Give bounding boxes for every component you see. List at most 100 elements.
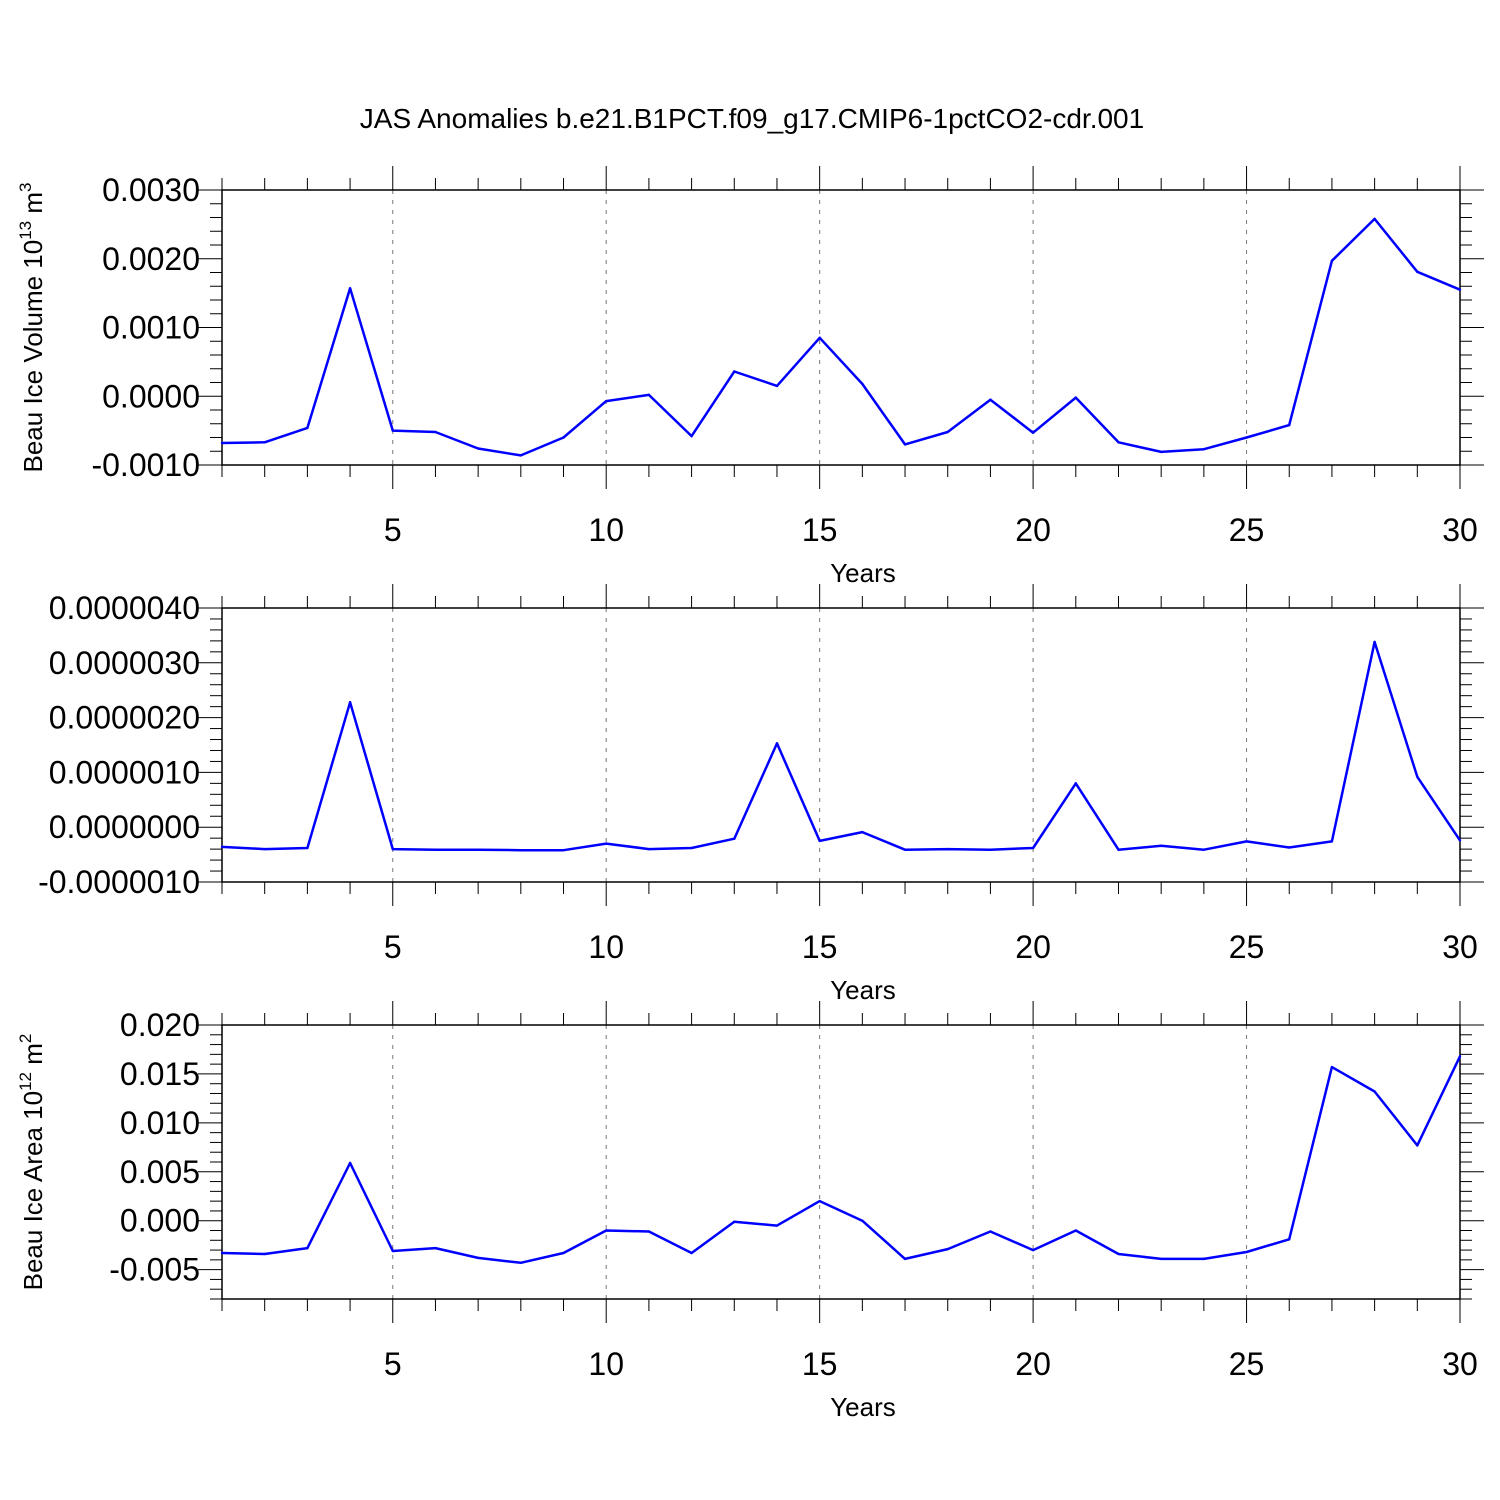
data-point [946, 847, 949, 851]
data-point [1288, 423, 1291, 427]
data-point [1202, 848, 1206, 851]
data-point [1159, 1257, 1163, 1261]
data-point [647, 1230, 651, 1233]
series-line [221, 640, 1462, 852]
data-point [434, 430, 437, 434]
data-point [903, 848, 907, 851]
data-point [348, 287, 352, 290]
data-point [1330, 259, 1334, 263]
data-point [1202, 447, 1206, 451]
data-point [818, 839, 821, 843]
data-point [1117, 1252, 1120, 1256]
y-tick-label: 0.0000040 [49, 590, 200, 626]
y-tick-label: 0.020 [120, 1007, 200, 1043]
data-point [1373, 1090, 1376, 1093]
data-point [605, 842, 608, 845]
data-point [605, 1229, 608, 1232]
y-tick-label: -0.0010 [91, 447, 200, 483]
data-point [818, 1199, 821, 1203]
y-tick-label: 0.015 [120, 1056, 200, 1092]
data-point [647, 393, 651, 397]
x-tick-label: 20 [1015, 512, 1051, 548]
data-point [647, 847, 651, 851]
chart-panel-3: 5 10 15 20 25 30 -0.005 0.000 0.005 0.010 0.015 0.0… [16, 1001, 1484, 1422]
data-point [434, 1246, 437, 1250]
x-tick-label: 30 [1442, 512, 1478, 548]
x-tick-label: 20 [1015, 1346, 1051, 1382]
data-point [1458, 288, 1462, 291]
data-point [562, 436, 565, 439]
data-point [733, 370, 736, 373]
y-tick-label: 0.0020 [102, 241, 200, 277]
data-point [733, 837, 736, 840]
y-tick-label: 0.000 [120, 1203, 200, 1239]
data-point [1330, 1065, 1334, 1069]
chart-panel-2: 5 10 15 20 25 30 -0.0000010 0.0000000 0.0000010 0… [38, 584, 1484, 1005]
y-tick-label: 0.0000000 [49, 809, 200, 845]
plot-frame [221, 189, 1461, 466]
data-point [605, 399, 608, 403]
data-point [1117, 441, 1120, 444]
data-point [989, 398, 992, 401]
y-axis-label: Beau Ice Volume 1013 m3 [16, 183, 48, 473]
plot-frame [221, 607, 1461, 883]
y-tick-label: 0.0010 [102, 310, 200, 346]
data-point [1416, 775, 1419, 778]
data-point [220, 441, 224, 445]
data-point [775, 1224, 779, 1227]
data-point [1074, 396, 1077, 399]
data-point [1288, 1238, 1291, 1241]
x-tick-label: 25 [1229, 512, 1265, 548]
data-point [1416, 270, 1419, 274]
data-point [220, 1251, 224, 1255]
y-tick-label: 0.005 [120, 1154, 200, 1190]
y-tick-label: 0.0000010 [49, 754, 200, 790]
data-point [989, 1230, 992, 1233]
data-point [861, 1219, 864, 1222]
x-axis-label: Years [830, 1392, 896, 1422]
data-point [1159, 844, 1163, 848]
data-point [1373, 640, 1376, 644]
data-point [1074, 782, 1077, 785]
data-point [519, 1261, 523, 1264]
chart-panel-1: 5 10 15 20 25 30 -0.0010 0.0000 0.0010 0.0020 0.00… [16, 166, 1484, 588]
data-point [861, 382, 864, 386]
data-point [1031, 846, 1035, 850]
data-point [348, 1161, 352, 1165]
data-point [989, 848, 992, 851]
x-tick-label: 5 [384, 929, 402, 965]
data-point [391, 429, 394, 432]
data-point [1330, 840, 1334, 843]
x-tick-label: 30 [1442, 1346, 1478, 1382]
x-tick-label: 5 [384, 512, 402, 548]
data-point [391, 1249, 394, 1253]
x-tick-label: 10 [588, 512, 624, 548]
series-line [221, 1055, 1462, 1265]
data-point [690, 434, 693, 438]
data-point [946, 1247, 949, 1251]
data-point [690, 846, 693, 850]
data-point [1159, 450, 1163, 454]
data-point [1031, 1248, 1035, 1252]
figure-title: JAS Anomalies b.e21.B1PCT.f09_g17.CMIP6-… [360, 103, 1144, 134]
data-point [818, 336, 821, 340]
y-tick-label: 0.0000 [102, 378, 200, 414]
data-point [946, 430, 949, 434]
data-point [306, 426, 309, 430]
data-point [1074, 1229, 1077, 1232]
x-tick-label: 25 [1229, 1346, 1265, 1382]
data-point [1373, 217, 1376, 221]
data-point [775, 742, 779, 745]
data-point [1416, 1144, 1419, 1147]
data-point [562, 849, 565, 852]
x-axis-label: Years [830, 558, 896, 588]
x-tick-label: 15 [802, 929, 838, 965]
y-axis-label: Beau Ice Area 1012 m2 [16, 1034, 48, 1291]
y-tick-label: 0.010 [120, 1105, 200, 1141]
data-point [220, 845, 224, 849]
data-point [1245, 840, 1248, 843]
data-point [1117, 848, 1120, 851]
data-point [519, 849, 523, 852]
x-tick-label: 25 [1229, 929, 1265, 965]
